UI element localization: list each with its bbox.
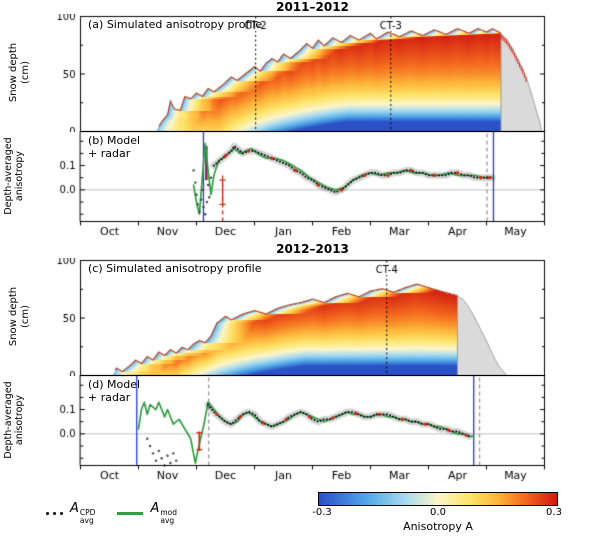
line-panel-d [0,375,600,483]
snow-depth-axis-label-2: Snow depth (cm) [8,286,31,347]
anisotropy-axis-label-2: Depth-averaged anisotropy [3,381,25,459]
anisotropy-axis-label-1: Depth-averaged anisotropy [3,137,25,215]
line-panel-b [0,131,600,239]
colorbar-gradient [318,492,558,506]
panel-a-label: (a) Simulated anisotropy profile [88,18,263,31]
mod-superscript: mod [160,508,178,517]
heatmap-panel-a [0,14,600,132]
panel-c-label: (c) Simulated anisotropy profile [88,262,262,275]
colorbar-ticks: -0.3 0.0 0.3 [312,507,562,520]
cpd-superscript: CPD [79,508,96,517]
season-title-1: 2011–2012 [276,0,349,14]
mod-subscript: avg [160,516,175,525]
cpd-dotted-symbol [46,511,63,515]
colorbar: -0.3 0.0 0.3 Anisotropy A [312,492,562,533]
season-title-2: 2012–2013 [276,242,349,256]
colorbar-label: Anisotropy A [403,520,473,533]
panel-b-label: (b) Model + radar [88,134,141,160]
legend-item-cpd: A CPD avg [46,501,95,525]
snow-depth-axis-label-1: Snow depth (cm) [8,42,31,103]
colorbar-tick-max: 0.3 [546,507,562,518]
mod-line-symbol [117,511,144,515]
colorbar-tick-mid: 0.0 [430,507,446,518]
heatmap-panel-c [0,258,600,376]
cpd-label: A CPD avg [70,501,96,525]
panel-d-label: (d) Model + radar [88,378,141,404]
cpd-subscript: avg [79,516,94,525]
colorbar-tick-min: -0.3 [312,507,332,518]
